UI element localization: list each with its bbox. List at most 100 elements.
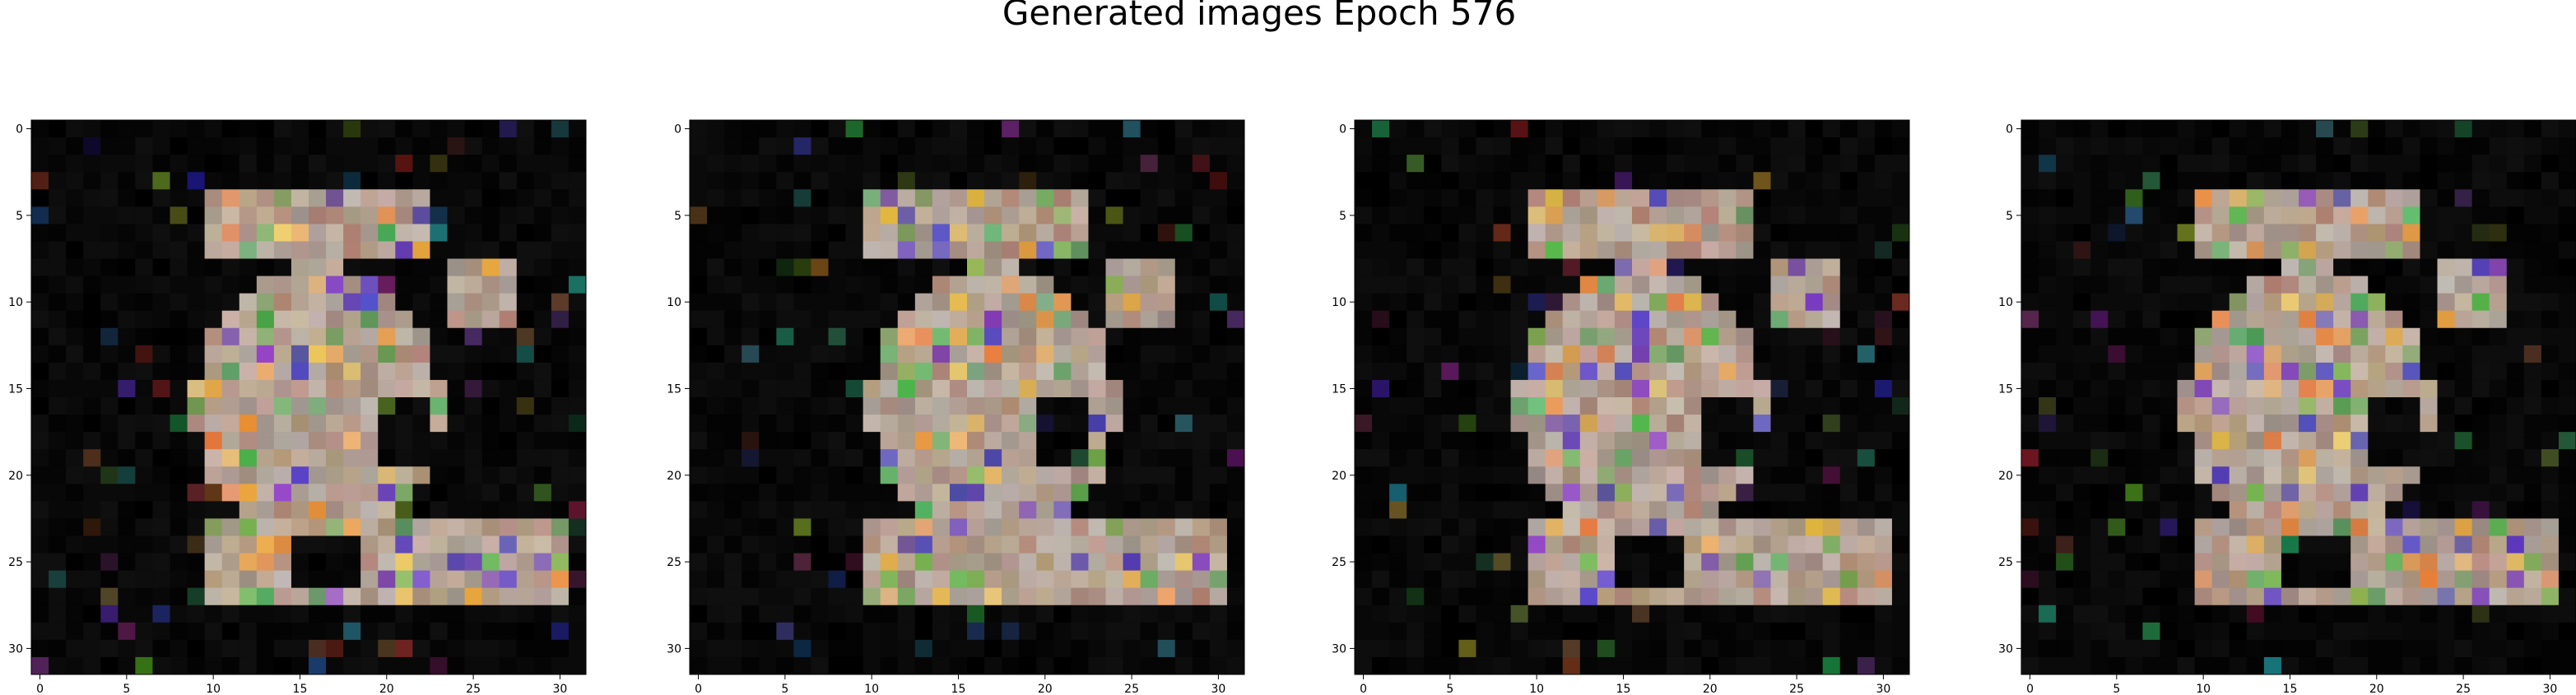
image-pixel (1839, 327, 1858, 346)
image-pixel (1071, 345, 1089, 364)
image-pixel (1614, 379, 1633, 398)
image-pixel (118, 224, 136, 242)
image-pixel (481, 587, 500, 606)
image-pixel (1441, 605, 1459, 623)
image-pixel (1770, 137, 1788, 155)
image-pixel (2523, 137, 2542, 155)
image-pixel (1174, 570, 1193, 589)
image-pixel (1614, 622, 1633, 641)
image-pixel (1372, 120, 1390, 138)
image-pixel (914, 535, 933, 554)
image-pixel (83, 293, 101, 312)
image-pixel (2229, 327, 2248, 346)
image-pixel (2073, 120, 2091, 138)
image-pixel (1510, 397, 1528, 415)
image-pixel (66, 466, 84, 484)
image-pixel (326, 224, 344, 242)
image-pixel (914, 449, 933, 467)
image-pixel (1355, 327, 1373, 346)
image-pixel (221, 258, 240, 276)
image-pixel (984, 501, 1002, 519)
image-pixel (2454, 553, 2472, 571)
image-pixel (2368, 570, 2386, 589)
x-tick-label: 25 (466, 683, 481, 695)
image-pixel (759, 553, 777, 571)
image-pixel (1157, 120, 1176, 138)
image-pixel (1123, 449, 1141, 467)
image-pixel (1562, 501, 1581, 519)
image-pixel (1579, 466, 1598, 484)
image-pixel (2246, 535, 2265, 554)
image-pixel (1667, 397, 1685, 415)
image-pixel (1701, 155, 1719, 173)
image-pixel (1788, 258, 1806, 276)
image-pixel (759, 484, 777, 502)
image-pixel (2108, 570, 2126, 589)
image-pixel (2246, 310, 2265, 329)
image-pixel (2541, 120, 2560, 138)
image-pixel (1424, 155, 1442, 173)
image-pixel (828, 327, 846, 346)
image-pixel (2420, 206, 2438, 225)
image-pixel (1476, 310, 1494, 329)
image-pixel (2194, 484, 2213, 502)
image-pixel (2299, 137, 2317, 155)
image-pixel (1805, 639, 1824, 658)
image-pixel (2558, 432, 2576, 450)
image-pixel (811, 449, 829, 467)
image-pixel (204, 189, 223, 207)
image-pixel (430, 570, 448, 589)
image-pixel (2437, 189, 2455, 207)
image-pixel (2385, 120, 2403, 138)
image-pixel (1736, 639, 1754, 658)
image-pixel (221, 570, 240, 589)
image-pixel (793, 224, 811, 242)
image-pixel (1701, 137, 1719, 155)
image-pixel (2299, 345, 2317, 364)
image-pixel (2471, 518, 2490, 536)
image-pixel (2211, 535, 2230, 554)
image-pixel (378, 639, 396, 658)
image-pixel (187, 137, 205, 155)
image-pixel (1891, 587, 1910, 606)
image-pixel (1441, 327, 1459, 346)
image-pixel (170, 172, 188, 190)
image-pixel (430, 310, 448, 329)
image-pixel (949, 656, 968, 675)
image-pixel (1527, 258, 1546, 276)
image-pixel (1407, 622, 1425, 641)
image-pixel (811, 327, 829, 346)
image-pixel (1701, 518, 1719, 536)
image-pixel (1874, 327, 1893, 346)
image-pixel (1389, 172, 1407, 190)
image-pixel (31, 570, 49, 589)
image-pixel (170, 449, 188, 467)
image-pixel (170, 189, 188, 207)
image-pixel (1527, 155, 1546, 173)
image-pixel (378, 415, 396, 433)
image-pixel (533, 189, 552, 207)
image-pixel (1891, 570, 1910, 589)
image-pixel (2420, 397, 2438, 415)
image-pixel (551, 622, 570, 641)
image-pixel (2160, 327, 2178, 346)
image-pixel (759, 276, 777, 294)
image-pixel (2350, 362, 2369, 381)
image-pixel (187, 120, 205, 138)
image-pixel (499, 137, 518, 155)
image-pixel (1736, 484, 1754, 502)
image-pixel (2437, 224, 2455, 242)
image-pixel (378, 310, 396, 329)
image-pixel (2402, 310, 2420, 329)
image-pixel (2229, 639, 2248, 658)
image-pixel (1140, 656, 1159, 675)
image-pixel (1874, 466, 1893, 484)
image-pixel (1891, 258, 1910, 276)
image-pixel (2437, 293, 2455, 312)
image-pixel (1891, 172, 1910, 190)
image-pixel (152, 241, 170, 259)
image-pixel (2108, 605, 2126, 623)
image-pixel (221, 172, 240, 190)
image-pixel (2316, 570, 2334, 589)
image-pixel (1891, 656, 1910, 675)
